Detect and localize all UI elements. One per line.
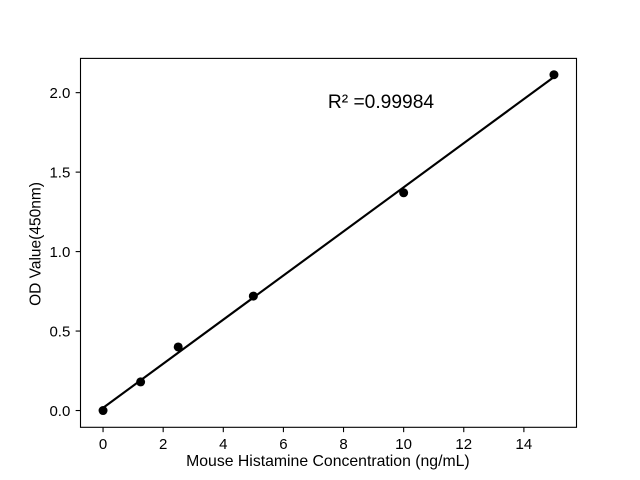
svg-text:R² =0.99984: R² =0.99984	[328, 92, 434, 113]
svg-text:6: 6	[279, 436, 287, 453]
svg-text:8: 8	[339, 436, 347, 453]
svg-text:1.5: 1.5	[49, 165, 70, 182]
svg-text:2.0: 2.0	[49, 85, 70, 102]
svg-text:14: 14	[516, 436, 533, 453]
svg-text:0: 0	[99, 436, 107, 453]
svg-text:OD Value(450nm): OD Value(450nm)	[28, 182, 45, 306]
svg-text:0.0: 0.0	[49, 403, 70, 420]
svg-text:10: 10	[395, 436, 412, 453]
svg-text:0.5: 0.5	[49, 324, 70, 341]
svg-text:4: 4	[219, 436, 227, 453]
svg-text:1.0: 1.0	[49, 244, 70, 261]
svg-text:Mouse Histamine Concentration: Mouse Histamine Concentration (ng/mL)	[186, 453, 470, 470]
svg-text:2: 2	[159, 436, 167, 453]
svg-text:12: 12	[455, 436, 472, 453]
